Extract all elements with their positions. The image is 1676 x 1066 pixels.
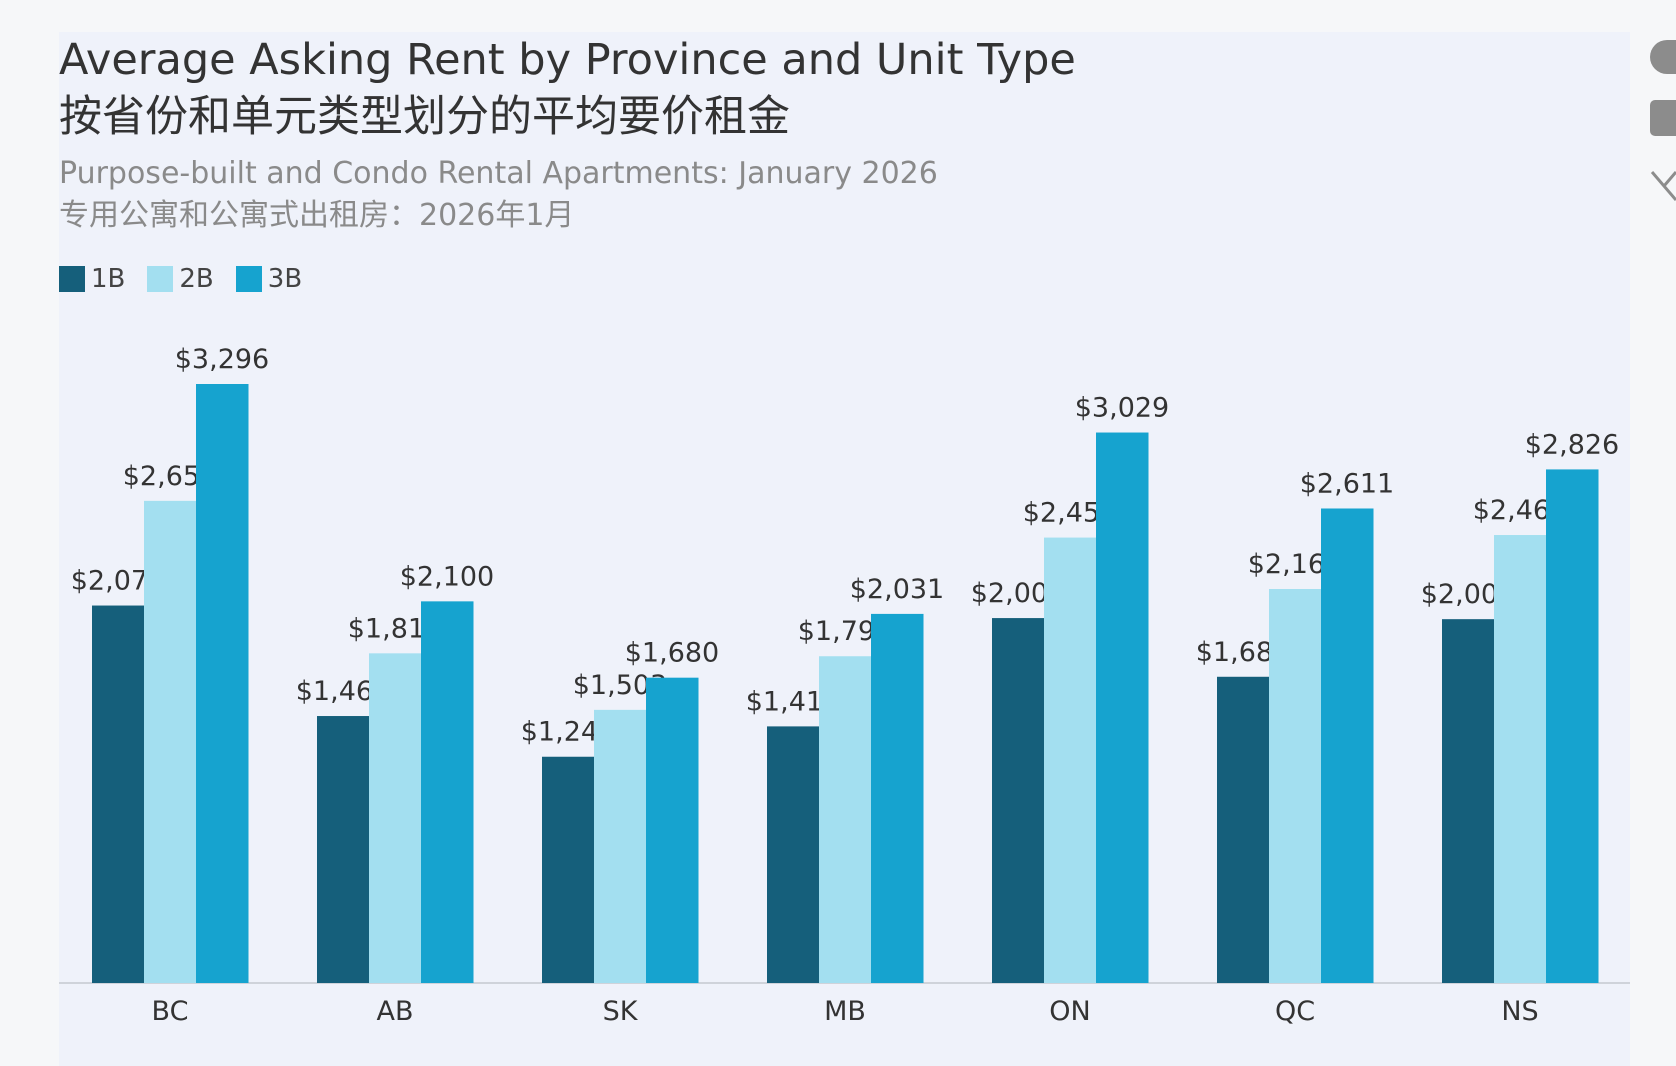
x-icon[interactable]	[1650, 168, 1676, 204]
bar-ns-2b[interactable]	[1494, 535, 1547, 983]
bar-sk-2b[interactable]	[594, 709, 647, 983]
x-tick-label-on: ON	[1049, 996, 1090, 1027]
bar-bc-3b[interactable]	[196, 384, 249, 983]
x-tick-label-mb: MB	[824, 996, 866, 1027]
x-tick-label-qc: QC	[1275, 996, 1315, 1027]
bar-sk-3b[interactable]	[646, 677, 699, 983]
data-label-qc-3b: $2,611	[1300, 468, 1394, 499]
legend-item-1b[interactable]: 1B	[59, 264, 125, 294]
legend-item-2b[interactable]: 2B	[147, 264, 214, 294]
legend-label-2b: 2B	[179, 264, 214, 294]
linkedin-icon[interactable]	[1650, 100, 1676, 136]
legend-item-3b[interactable]: 3B	[235, 264, 303, 294]
facebook-icon[interactable]	[1650, 40, 1676, 74]
data-label-on-3b: $3,029	[1075, 393, 1169, 424]
legend-label-3b: 3B	[267, 264, 303, 294]
bar-on-3b[interactable]	[1096, 432, 1149, 983]
x-tick-label-ns: NS	[1501, 996, 1538, 1027]
bar-ns-1b[interactable]	[1442, 619, 1495, 983]
bar-ab-3b[interactable]	[421, 601, 474, 983]
x-tick-label-sk: SK	[603, 996, 639, 1027]
data-label-bc-3b: $3,296	[175, 344, 269, 375]
legend-swatch-1b	[59, 266, 85, 292]
chart-subtitle-zh: 专用公寓和公寓式出租房：2026年1月	[59, 198, 575, 233]
data-label-ns-3b: $2,826	[1525, 429, 1619, 460]
bar-qc-1b[interactable]	[1217, 676, 1270, 983]
chart-title-zh: 按省份和单元类型划分的平均要价租金	[59, 92, 790, 142]
bar-sk-1b[interactable]	[542, 756, 595, 983]
bar-qc-3b[interactable]	[1321, 508, 1374, 983]
chart-title: Average Asking Rent by Province and Unit…	[59, 35, 1076, 85]
bar-mb-2b[interactable]	[819, 656, 872, 983]
bar-on-1b[interactable]	[992, 618, 1045, 983]
data-label-sk-3b: $1,680	[625, 638, 719, 669]
x-tick-label-bc: BC	[152, 996, 189, 1027]
data-label-mb-3b: $2,031	[850, 574, 944, 605]
chart-subtitle: Purpose-built and Condo Rental Apartment…	[59, 156, 938, 191]
bar-ab-2b[interactable]	[369, 653, 422, 983]
bar-mb-1b[interactable]	[767, 726, 820, 983]
legend-label-1b: 1B	[91, 264, 126, 294]
bar-bc-2b[interactable]	[144, 500, 197, 983]
bar-on-2b[interactable]	[1044, 537, 1097, 983]
legend: 1B 2B 3B	[59, 264, 324, 294]
bar-bc-1b[interactable]	[92, 605, 145, 983]
bar-ns-3b[interactable]	[1546, 469, 1599, 983]
legend-swatch-3b	[235, 266, 262, 292]
bar-qc-2b[interactable]	[1269, 588, 1322, 983]
x-tick-label-ab: AB	[377, 996, 414, 1027]
bar-ab-1b[interactable]	[317, 716, 370, 983]
data-label-ab-3b: $2,100	[400, 561, 494, 592]
legend-swatch-2b	[147, 266, 174, 292]
bar-mb-3b[interactable]	[871, 613, 924, 983]
